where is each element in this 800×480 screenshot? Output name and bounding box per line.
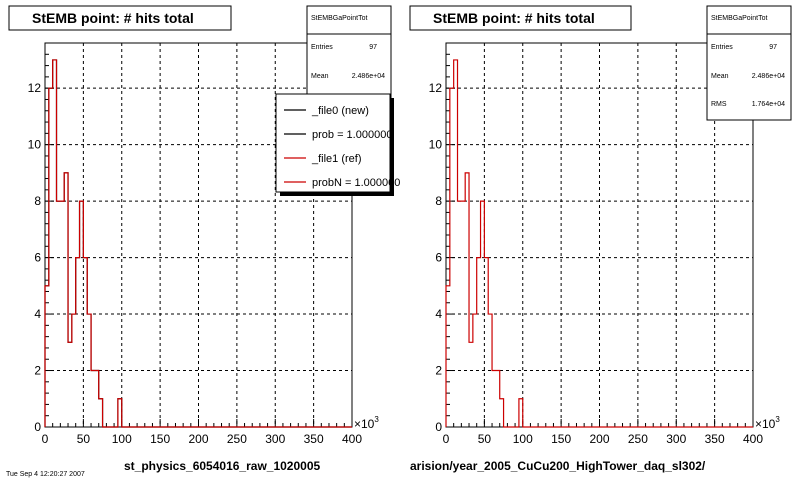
left-y-ticks: 0 2 4 6 8 10 12 — [28, 53, 54, 434]
legend-label: _file0 (new) — [311, 105, 369, 117]
y-tick-label: 4 — [435, 307, 442, 321]
right-stats-entries-label: Entries — [711, 44, 733, 51]
x-tick-label: 50 — [478, 432, 492, 446]
right-x-ticks: 0 50 100 150 200 250 300 350 400 — [443, 419, 763, 446]
left-x-title: st_physics_6054016_raw_1020005 — [124, 459, 320, 473]
y-tick-label: 6 — [435, 251, 442, 265]
footer-timestamp: Tue Sep 4 12:20:27 2007 — [6, 471, 85, 478]
left-stats-entries-label: Entries — [311, 44, 333, 51]
left-stats-entries-value: 97 — [369, 44, 377, 51]
right-x-exponent: ×103 — [755, 415, 780, 431]
histogram-series — [44, 59, 352, 428]
left-histogram — [44, 59, 352, 428]
right-panel: StEMB point: # hits total 0 50 100 150 200 25… — [409, 5, 792, 473]
legend-label: prob = 1.000000 — [312, 129, 392, 141]
x-tick-label: 100 — [112, 432, 132, 446]
left-x-ticks: 0 50 100 150 200 250 300 350 400 — [42, 419, 362, 446]
left-stats-mean-label: Mean — [311, 73, 329, 80]
x-tick-label: 50 — [77, 432, 91, 446]
y-tick-label: 12 — [28, 81, 42, 95]
x-tick-label: 400 — [342, 432, 362, 446]
x-tick-label: 200 — [589, 432, 609, 446]
right-stats-mean-label: Mean — [711, 73, 729, 80]
x-tick-label: 350 — [705, 432, 725, 446]
x-tick-label: 150 — [150, 432, 170, 446]
y-tick-label: 12 — [429, 81, 443, 95]
y-tick-label: 6 — [34, 251, 41, 265]
histogram-series — [445, 59, 753, 428]
y-tick-label: 2 — [34, 364, 41, 378]
right-stats-name: StEMBGaPointTot — [711, 15, 767, 22]
left-stats-box: StEMBGaPointTot Entries 97 Mean 2.486e+0… — [306, 5, 392, 99]
y-tick-label: 8 — [435, 194, 442, 208]
right-title: StEMB point: # hits total — [433, 10, 595, 26]
x-tick-label: 100 — [513, 432, 533, 446]
x-tick-label: 250 — [628, 432, 648, 446]
x-tick-label: 250 — [227, 432, 247, 446]
x-tick-label: 0 — [443, 432, 450, 446]
y-tick-label: 0 — [435, 420, 442, 434]
left-stats-name: StEMBGaPointTot — [311, 15, 367, 22]
y-tick-label: 10 — [429, 138, 443, 152]
left-legend: _file0 (new) prob = 1.000000 _file1 (ref) p… — [275, 93, 400, 196]
right-histogram — [445, 59, 753, 428]
right-y-ticks: 0 2 4 6 8 10 12 — [429, 53, 455, 434]
left-panel: StEMB point: # hits total 0 50 100 150 200 25… — [8, 5, 400, 473]
right-grid — [446, 43, 753, 427]
left-x-exponent: ×103 — [354, 415, 379, 431]
right-stats-mean-value: 2.486e+04 — [752, 73, 785, 80]
left-title-box — [8, 5, 232, 31]
x-tick-label: 300 — [265, 432, 285, 446]
y-tick-label: 4 — [34, 307, 41, 321]
y-tick-label: 0 — [34, 420, 41, 434]
x-tick-label: 300 — [666, 432, 686, 446]
x-tick-label: 350 — [304, 432, 324, 446]
x-tick-label: 400 — [743, 432, 763, 446]
x-tick-label: 150 — [551, 432, 571, 446]
x-tick-label: 200 — [188, 432, 208, 446]
legend-label: _file1 (ref) — [311, 153, 362, 165]
x-tick-label: 0 — [42, 432, 49, 446]
right-stats-box: StEMBGaPointTot Entries 97 Mean 2.486e+0… — [706, 5, 792, 121]
left-title: StEMB point: # hits total — [32, 10, 194, 26]
right-stats-rms-label: RMS — [711, 101, 727, 108]
left-stats-mean-value: 2.486e+04 — [352, 73, 385, 80]
right-title-box — [409, 5, 632, 31]
y-tick-label: 10 — [28, 138, 42, 152]
legend-label: probN = 1.000000 — [312, 177, 400, 189]
right-stats-rms-value: 1.764e+04 — [752, 101, 785, 108]
right-x-title: arision/year_2005_CuCu200_HighTower_daq_… — [410, 459, 706, 473]
right-stats-entries-value: 97 — [769, 44, 777, 51]
y-tick-label: 8 — [34, 194, 41, 208]
y-tick-label: 2 — [435, 364, 442, 378]
